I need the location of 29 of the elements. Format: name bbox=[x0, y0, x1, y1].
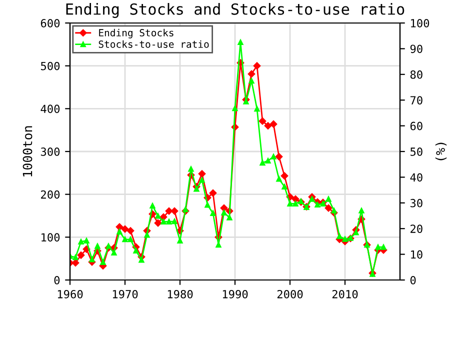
x-tick-label: 2000 bbox=[277, 290, 303, 298]
y-tick-label: 0 bbox=[54, 276, 60, 284]
y-tick-label: 100 bbox=[42, 233, 60, 242]
y2-tick-label: 60 bbox=[410, 122, 422, 130]
y2-tick-label: 80 bbox=[410, 70, 422, 79]
y-tick-label: 500 bbox=[40, 62, 60, 70]
y2-tick-label: 70 bbox=[410, 96, 422, 105]
y-axis-title: 1000ton bbox=[22, 126, 32, 176]
x-tick-label: 2010 bbox=[332, 290, 358, 298]
y2-tick-label: 30 bbox=[410, 198, 422, 208]
y-tick-label: 600 bbox=[40, 19, 60, 28]
y2-tick-label: 10 bbox=[411, 250, 422, 259]
y-tick-label: 300 bbox=[40, 148, 60, 156]
x-tick-label: 1960 bbox=[58, 290, 83, 298]
x-tick-label: 1980 bbox=[168, 290, 193, 298]
y2-tick-label: 50 bbox=[410, 148, 422, 156]
y2-tick-label: 40 bbox=[410, 173, 422, 182]
x-tick-label: 1990 bbox=[222, 290, 248, 298]
y2-axis-title: (%) bbox=[435, 142, 447, 160]
x-tick-label: 1970 bbox=[112, 290, 138, 298]
y2-tick-label: 0 bbox=[410, 276, 416, 284]
legend-label: Stocks-to-use ratio bbox=[98, 40, 209, 48]
y2-tick-label: 100 bbox=[411, 19, 430, 28]
y-tick-label: 200 bbox=[41, 190, 60, 199]
y-tick-label: 400 bbox=[40, 104, 60, 114]
legend-label: Ending Stocks bbox=[99, 28, 174, 38]
y2-tick-label: 90 bbox=[410, 44, 422, 54]
chart-title: Ending Stocks and Stocks-to-use ratio bbox=[66, 3, 404, 18]
y2-tick-label: 20 bbox=[410, 224, 422, 234]
